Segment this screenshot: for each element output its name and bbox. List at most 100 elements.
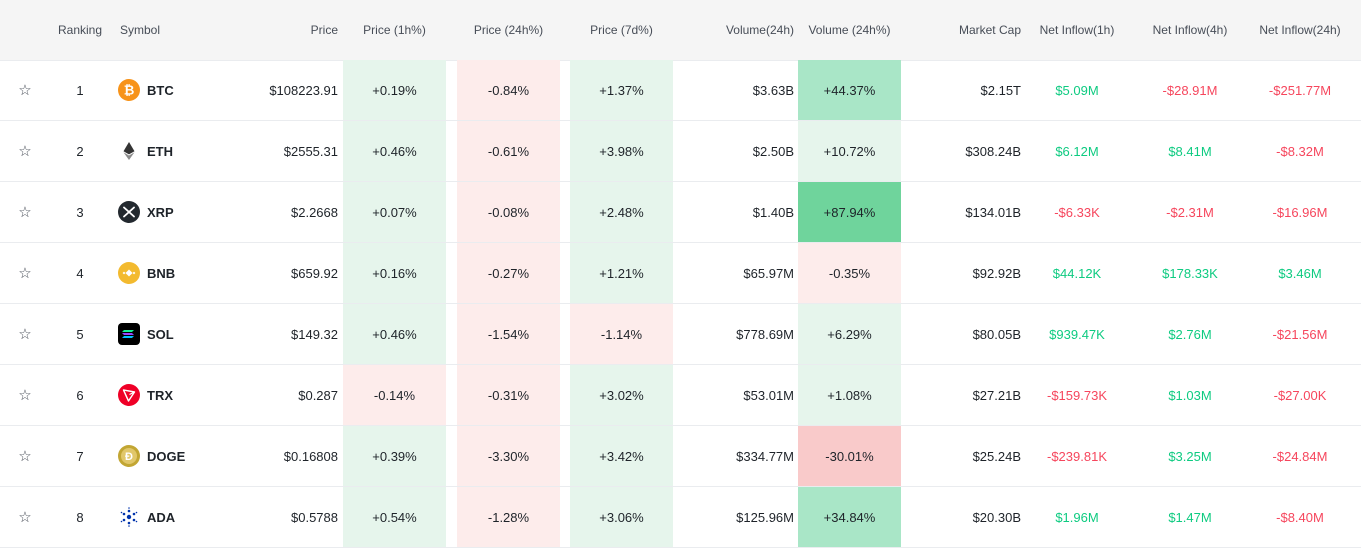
symbol-cell[interactable]: TRX: [118, 365, 228, 425]
net-inflow-4h-cell: $8.41M: [1168, 143, 1212, 159]
coin-symbol: XRP: [147, 204, 174, 220]
volume-change-cell: -0.35%: [828, 265, 871, 281]
volume-cell: $2.50B: [752, 143, 794, 159]
header-price[interactable]: Price: [310, 23, 338, 37]
header-ranking[interactable]: Ranking: [57, 23, 103, 37]
table-row[interactable]: ☆ 4 BNB $659.92 +0.16% -0.27% +1.21% $65.97M -0.…: [0, 243, 1361, 304]
star-glyph[interactable]: ☆: [18, 82, 32, 99]
favorite-star-icon[interactable]: ☆: [10, 243, 40, 303]
price-7d-cell: -1.14%: [600, 326, 643, 342]
symbol-cell[interactable]: XRP: [118, 182, 228, 242]
header-net-inflow-1h[interactable]: Net Inflow(1h): [1039, 23, 1115, 37]
price-24h-bg: [457, 243, 560, 303]
volume-change-cell: +10.72%: [823, 143, 876, 159]
ranking-cell: 1: [76, 82, 84, 98]
favorite-star-icon[interactable]: ☆: [10, 182, 40, 242]
price-1h-cell: +0.19%: [372, 82, 417, 98]
header-price-1h[interactable]: Price (1h%): [363, 23, 426, 37]
header-symbol[interactable]: Symbol: [120, 23, 161, 37]
price-24h-bg: [457, 182, 560, 242]
price-1h-bg: [343, 365, 446, 425]
favorite-star-icon[interactable]: ☆: [10, 304, 40, 364]
price-24h-bg: [457, 304, 560, 364]
coin-link[interactable]: Ð DOGE: [118, 445, 185, 467]
star-glyph[interactable]: ☆: [18, 387, 32, 404]
volume-change-bg: [798, 487, 901, 547]
favorite-star-icon[interactable]: ☆: [10, 487, 40, 547]
volume-change-bg: [798, 304, 901, 364]
table-row[interactable]: ☆ 6 TRX $0.287 -0.14% -0.31% +3.02% $53.01M +1.0…: [0, 365, 1361, 426]
net-inflow-4h-cell: $1.03M: [1168, 387, 1212, 403]
price-cell: $2.2668: [291, 204, 338, 220]
net-inflow-24h-cell: -$27.00K: [1273, 387, 1327, 403]
symbol-cell[interactable]: Ð DOGE: [118, 426, 228, 486]
price-24h-cell: -0.84%: [487, 82, 530, 98]
symbol-cell[interactable]: SOL: [118, 304, 228, 364]
net-inflow-1h-cell: -$159.73K: [1047, 387, 1107, 403]
price-1h-bg: [343, 121, 446, 181]
star-glyph[interactable]: ☆: [18, 326, 32, 343]
price-cell: $0.287: [298, 387, 338, 403]
header-price-7d[interactable]: Price (7d%): [590, 23, 653, 37]
table-row[interactable]: ☆ 8 ADA $0.5788 +0.54% -1.28% +3.06% $125.96M +3…: [0, 487, 1361, 548]
net-inflow-1h-cell: -$239.81K: [1047, 448, 1107, 464]
price-24h-cell: -1.54%: [487, 326, 530, 342]
coin-link[interactable]: ₿ BTC: [118, 79, 174, 101]
eth-icon: [118, 140, 140, 162]
price-7d-cell: +3.02%: [599, 387, 644, 403]
price-1h-bg: [343, 243, 446, 303]
symbol-cell[interactable]: ADA: [118, 487, 228, 547]
symbol-cell[interactable]: ₿ BTC: [118, 60, 228, 120]
volume-change-bg: [798, 243, 901, 303]
symbol-cell[interactable]: BNB: [118, 243, 228, 303]
favorite-star-icon[interactable]: ☆: [10, 121, 40, 181]
ranking-cell: 4: [76, 265, 84, 281]
price-cell: $0.16808: [283, 448, 338, 464]
price-7d-bg: [570, 304, 673, 364]
header-net-inflow-4h[interactable]: Net Inflow(4h): [1152, 23, 1228, 37]
header-volume[interactable]: Volume(24h): [725, 23, 794, 37]
bnb-icon: [118, 262, 140, 284]
favorite-star-icon[interactable]: ☆: [10, 426, 40, 486]
coin-link[interactable]: BNB: [118, 262, 175, 284]
table-row[interactable]: ☆ 2 ETH $2555.31 +0.46% -0.61% +3.98% $2.50B +10…: [0, 121, 1361, 182]
doge-icon: Ð: [118, 445, 140, 467]
coin-link[interactable]: ETH: [118, 140, 173, 162]
favorite-star-icon[interactable]: ☆: [10, 60, 40, 120]
price-cell: $0.5788: [291, 509, 338, 525]
coin-link[interactable]: SOL: [118, 323, 174, 345]
coin-link[interactable]: TRX: [118, 384, 173, 406]
market-cap-cell: $2.15T: [980, 82, 1021, 98]
star-glyph[interactable]: ☆: [18, 509, 32, 526]
star-glyph[interactable]: ☆: [18, 448, 32, 465]
favorite-star-icon[interactable]: ☆: [10, 365, 40, 425]
header-net-inflow-24h[interactable]: Net Inflow(24h): [1259, 23, 1341, 37]
star-glyph[interactable]: ☆: [18, 143, 32, 160]
volume-change-cell: +87.94%: [823, 204, 876, 220]
price-24h-bg: [457, 365, 560, 425]
volume-change-cell: -30.01%: [825, 448, 874, 464]
price-1h-bg: [343, 304, 446, 364]
price-24h-cell: -0.08%: [487, 204, 530, 220]
price-7d-cell: +3.98%: [599, 143, 644, 159]
coin-symbol: ADA: [147, 509, 176, 525]
table-header: Ranking Symbol Price Price (1h%) Price (…: [0, 0, 1361, 61]
table-row[interactable]: ☆ 1 ₿ BTC $108223.91 +0.19% -0.84% +1.37% $3.63B…: [0, 60, 1361, 121]
symbol-cell[interactable]: ETH: [118, 121, 228, 181]
price-24h-bg: [457, 487, 560, 547]
coin-link[interactable]: XRP: [118, 201, 174, 223]
header-price-24h[interactable]: Price (24h%): [473, 23, 544, 37]
price-cell: $149.32: [291, 326, 338, 342]
star-glyph[interactable]: ☆: [18, 204, 32, 221]
price-1h-cell: +0.46%: [372, 326, 417, 342]
table-row[interactable]: ☆ 3 XRP $2.2668 +0.07% -0.08% +2.48% $1.40B +87.…: [0, 182, 1361, 243]
coin-link[interactable]: ADA: [118, 506, 175, 528]
price-7d-cell: +1.21%: [599, 265, 644, 281]
header-market-cap[interactable]: Market Cap: [958, 23, 1021, 37]
header-volume-change[interactable]: Volume (24h%): [808, 23, 891, 37]
table-row[interactable]: ☆ 7 Ð DOGE $0.16808 +0.39% -3.30% +3.42% $334.77…: [0, 426, 1361, 487]
table-row[interactable]: ☆ 5 SOL $149.32 +0.46% -1.54% -1.14% $778.69M +6…: [0, 304, 1361, 365]
star-glyph[interactable]: ☆: [18, 265, 32, 282]
market-cap-cell: $20.30B: [972, 509, 1021, 525]
